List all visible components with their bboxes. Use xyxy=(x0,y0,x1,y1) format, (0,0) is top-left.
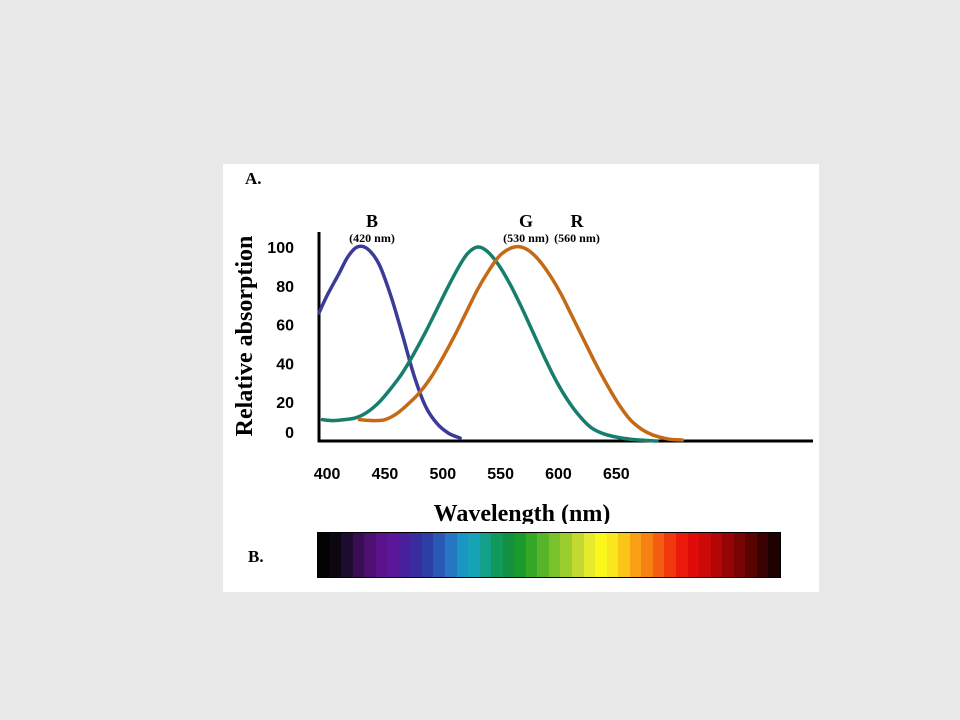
absorption-chart: 0 20 40 60 80 100 400 450 500 550 600 650 B(420 nm… xyxy=(232,211,813,524)
spectrum-band xyxy=(722,533,734,577)
x-tick-label: 650 xyxy=(603,466,630,483)
spectrum-band xyxy=(502,533,515,577)
spectrum-band xyxy=(525,533,538,577)
x-tick-label: 500 xyxy=(429,466,456,483)
series-name-g: G xyxy=(519,211,533,231)
y-tick-label: 80 xyxy=(276,279,294,296)
spectrum-band xyxy=(410,533,422,577)
spectrum-band xyxy=(433,533,446,577)
y-axis-ticks: 0 20 40 60 80 100 xyxy=(267,240,294,442)
spectrum-band xyxy=(479,533,492,577)
spectrum-band xyxy=(514,533,526,577)
spectrum-band xyxy=(572,533,584,577)
spectrum-band xyxy=(421,533,434,577)
spectrum-band xyxy=(618,533,630,577)
peak-labels: B(420 nm) G(530 nm) R(560 nm) xyxy=(349,211,600,245)
x-axis-label: Wavelength (nm) xyxy=(434,501,611,524)
spectrum-band xyxy=(733,533,746,577)
spectrum-band xyxy=(318,533,330,577)
spectrum-band xyxy=(745,533,757,577)
y-tick-label: 100 xyxy=(267,240,294,257)
spectrum-band xyxy=(537,533,549,577)
series-name-b: B xyxy=(366,211,378,231)
panel-label-a: A. xyxy=(245,169,262,188)
spectrum-band xyxy=(768,533,780,577)
spectrum-band xyxy=(491,533,503,577)
spectrum-band xyxy=(445,533,457,577)
chart-axes xyxy=(317,232,813,443)
spectrum-band xyxy=(606,533,619,577)
spectrum-band xyxy=(560,533,573,577)
y-axis-label: Relative absorption xyxy=(232,236,258,437)
y-tick-label: 0 xyxy=(285,425,294,442)
spectrum-band xyxy=(341,533,353,577)
visible-spectrum-bar xyxy=(317,532,781,578)
spectrum-band xyxy=(664,533,676,577)
spectrum-band xyxy=(456,533,469,577)
y-tick-label: 40 xyxy=(276,356,294,373)
spectrum-band xyxy=(387,533,399,577)
spectrum-band xyxy=(595,533,607,577)
spectrum-band xyxy=(329,533,342,577)
series-line-g xyxy=(320,245,659,443)
series-line-r xyxy=(357,244,685,442)
spectrum-band xyxy=(756,533,769,577)
spectrum-band xyxy=(352,533,365,577)
spectrum-band xyxy=(699,533,711,577)
series-name-r: R xyxy=(571,211,585,231)
spectrum-band xyxy=(548,533,561,577)
spectrum-band xyxy=(675,533,688,577)
x-tick-label: 450 xyxy=(372,466,399,483)
series-peak-label-g: (530 nm) xyxy=(503,231,549,245)
x-tick-label: 600 xyxy=(545,466,572,483)
series-peak-label-b: (420 nm) xyxy=(349,231,395,245)
series-peak-label-r: (560 nm) xyxy=(554,231,600,245)
spectrum-band xyxy=(710,533,723,577)
series-line-b xyxy=(317,244,462,440)
spectrum-band xyxy=(375,533,388,577)
spectrum-band xyxy=(652,533,665,577)
y-tick-label: 60 xyxy=(276,318,294,335)
x-tick-label: 550 xyxy=(487,466,514,483)
spectrum-band xyxy=(629,533,642,577)
spectrum-band xyxy=(687,533,700,577)
series-lines xyxy=(317,244,685,443)
spectrum-band xyxy=(398,533,411,577)
y-tick-label: 20 xyxy=(276,395,294,412)
x-axis-ticks: 400 450 500 550 600 650 xyxy=(314,466,630,483)
spectrum-band xyxy=(641,533,653,577)
spectrum-band xyxy=(364,533,376,577)
figure: A. B. 0 20 40 60 80 100 400 450 500 550 600 650 B(… xyxy=(223,164,819,592)
spectrum-band xyxy=(468,533,480,577)
panel-label-b: B. xyxy=(248,547,264,566)
x-tick-label: 400 xyxy=(314,466,341,483)
spectrum-band xyxy=(583,533,596,577)
